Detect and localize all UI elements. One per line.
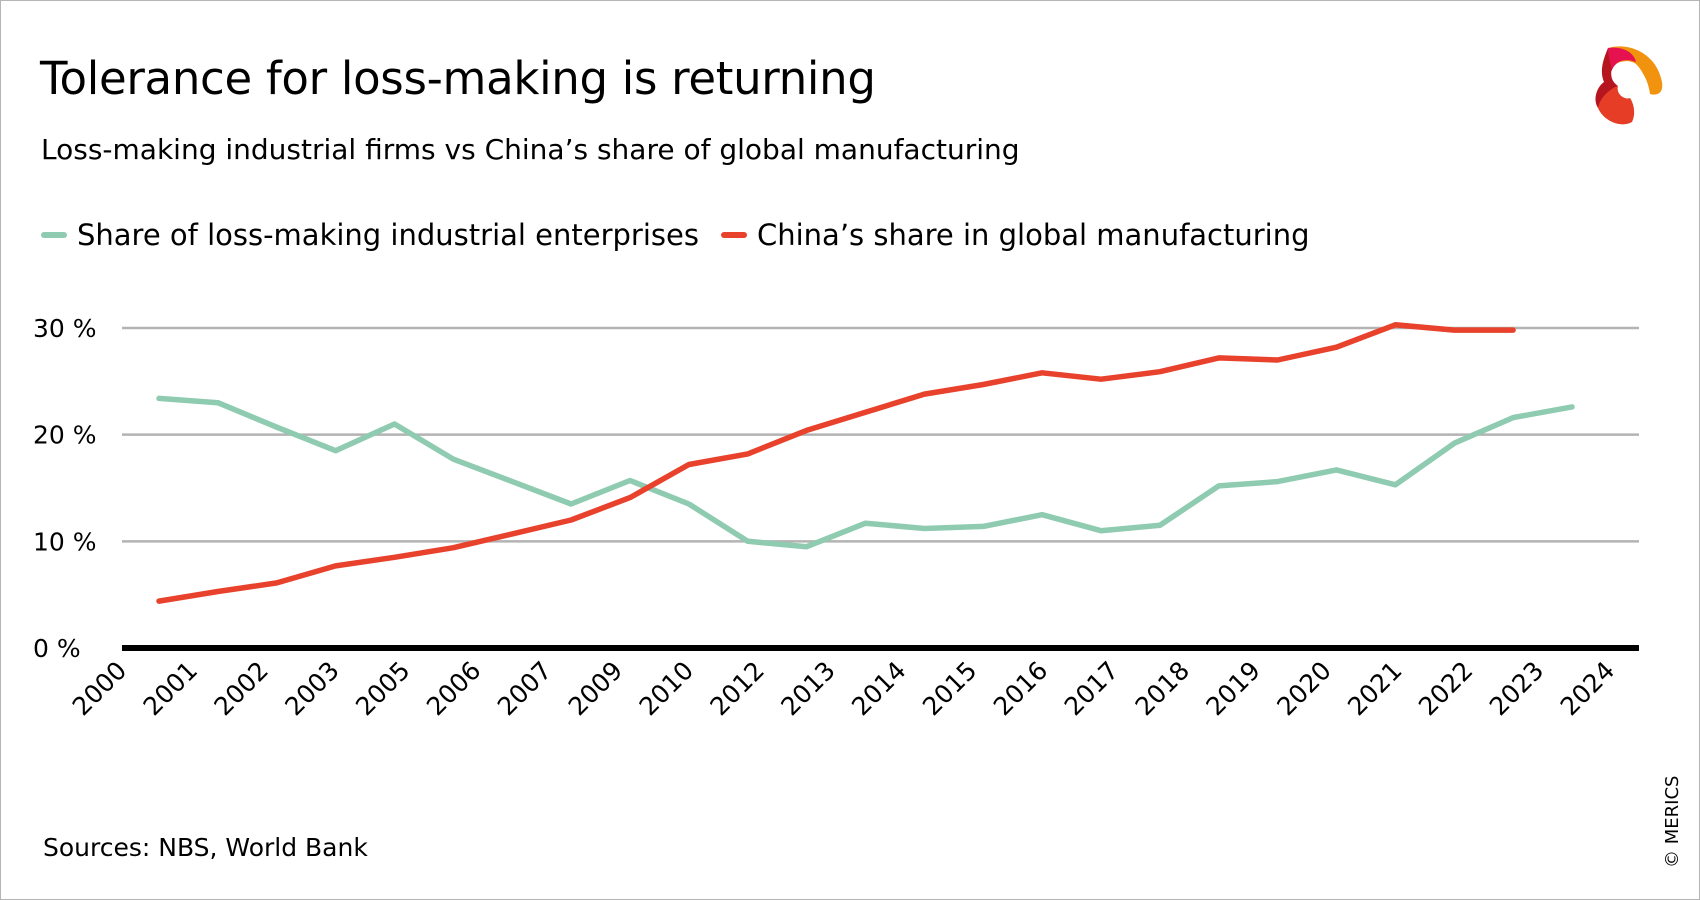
x-tick-label: 2001 [138, 656, 203, 721]
legend-label: Share of loss-making industrial enterpri… [77, 218, 699, 252]
y-tick-label: 30 % [33, 314, 97, 343]
x-tick-label: 2003 [279, 656, 344, 721]
x-tick-label: 2020 [1271, 656, 1336, 721]
legend-swatch-red [720, 232, 747, 238]
x-tick-label: 2014 [846, 656, 911, 721]
chart-title: Tolerance for loss-making is returning [40, 52, 876, 105]
x-tick-label: 2007 [492, 656, 557, 721]
y-tick-label: 10 % [33, 527, 97, 556]
x-tick-label: 2016 [988, 656, 1053, 721]
x-tick-label: 2005 [350, 656, 415, 721]
sources-note: Sources: NBS, World Bank [43, 833, 368, 862]
x-tick-label: 2002 [208, 656, 273, 721]
x-tick-label: 2019 [1200, 656, 1265, 721]
series-line-0 [156, 395, 1575, 550]
copyright-note: © MERICS [1662, 775, 1683, 868]
legend-label: China’s share in global manufacturing [756, 218, 1310, 252]
y-tick-label: 0 % [33, 634, 81, 663]
x-tick-label: 2000 [67, 656, 132, 721]
x-tick-label: 2012 [704, 656, 769, 721]
series-line-1 [156, 322, 1516, 604]
x-tick-label: 2021 [1342, 656, 1407, 721]
x-tick-label: 2018 [1130, 656, 1195, 721]
x-tick-label: 2009 [563, 656, 628, 721]
legend-item-manufacturing-share: China’s share in global manufacturing [720, 218, 1310, 252]
x-tick-label: 2013 [775, 656, 840, 721]
x-tick-label: 2017 [1059, 656, 1124, 721]
x-tick-label: 2006 [421, 656, 486, 721]
x-tick-label: 2022 [1413, 656, 1478, 721]
x-tick-label: 2023 [1484, 656, 1549, 721]
x-tick-label: 2024 [1555, 656, 1620, 721]
y-tick-label: 20 % [33, 421, 97, 450]
x-tick-label: 2010 [634, 656, 699, 721]
chart-subtitle: Loss-making industrial firms vs China’s … [41, 133, 1020, 166]
legend-item-loss-making: Share of loss-making industrial enterpri… [41, 218, 699, 252]
legend-swatch-green [41, 232, 67, 238]
merics-logo [1578, 42, 1668, 130]
x-tick-label: 2015 [917, 656, 982, 721]
legend: Share of loss-making industrial enterpri… [41, 218, 1332, 252]
